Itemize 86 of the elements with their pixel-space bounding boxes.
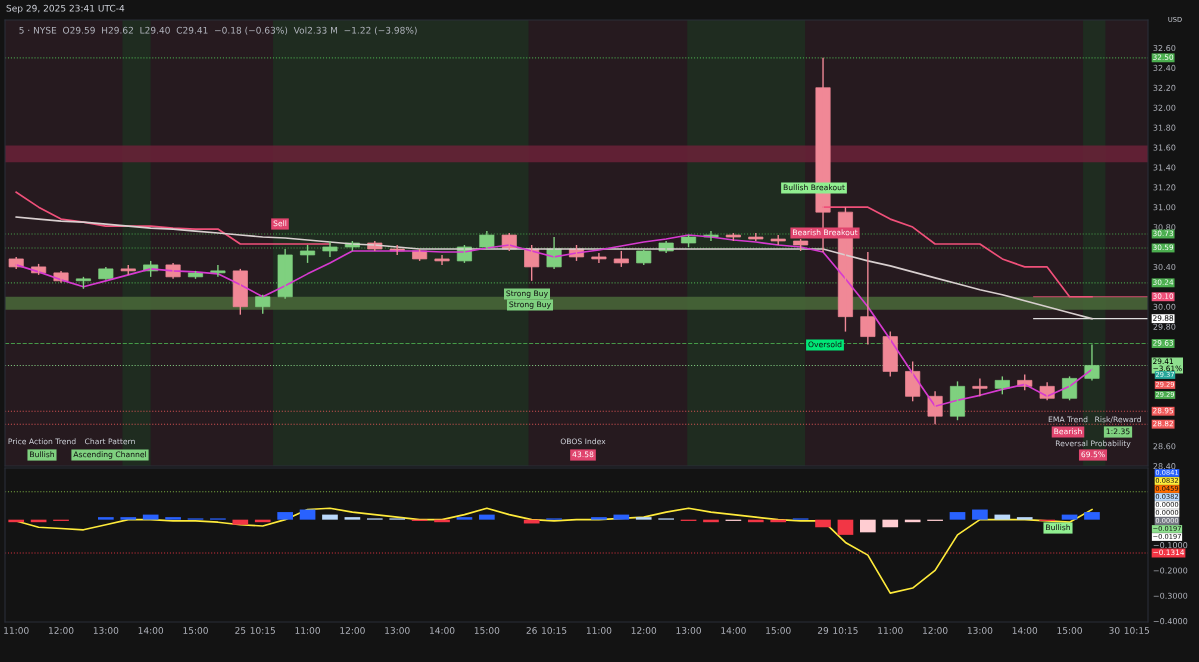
x-tick-label: 10:15 xyxy=(1124,627,1150,634)
bar xyxy=(949,512,966,520)
y-tick-label: 30.40 xyxy=(1153,263,1176,271)
y-tick-label: 30.00 xyxy=(1153,303,1176,310)
x-tick-label: 26 xyxy=(526,627,537,634)
candlestick xyxy=(232,268,248,316)
x-tick-label: 13:00 xyxy=(93,627,119,634)
bar xyxy=(142,514,159,520)
bar xyxy=(165,517,181,520)
candlestick xyxy=(591,252,607,264)
candlestick xyxy=(277,248,293,300)
x-tick-label: 12:00 xyxy=(49,627,74,634)
bar xyxy=(299,509,316,520)
y-tick-label: −0.4000 xyxy=(1153,618,1188,625)
x-tick-label: 13:00 xyxy=(967,627,993,634)
y-tick-label: 31.60 xyxy=(1153,144,1176,151)
bar xyxy=(635,517,652,520)
bar xyxy=(882,519,899,528)
bar xyxy=(837,519,854,535)
bar xyxy=(1016,517,1033,520)
bar xyxy=(344,517,361,520)
x-tick-label: 13:00 xyxy=(676,627,701,634)
y-tick-label: 30.80 xyxy=(1153,224,1176,231)
bar xyxy=(591,517,607,520)
text: 5 · NYSE O29.59 H29.62 L29.40 C29.41 −0.18 (−0.63%) Vol2.33 M −1.22 (−3.98%) xyxy=(19,26,417,35)
y-tick-label: 28.60 xyxy=(1153,443,1176,450)
candlestick xyxy=(322,240,338,258)
x-tick-label: 29 xyxy=(817,627,829,634)
bar xyxy=(98,517,114,520)
x-tick-label: 30 xyxy=(1109,627,1120,634)
x-tick-label: 10:15 xyxy=(833,627,858,634)
bar xyxy=(1084,512,1100,520)
x-tick-label: 11:00 xyxy=(586,627,612,634)
x-tick-label: 11:00 xyxy=(295,627,320,634)
candlestick xyxy=(860,251,876,346)
x-tick-label: 12:00 xyxy=(631,627,657,634)
candlestick xyxy=(882,330,898,378)
y-tick-label: 31.80 xyxy=(1153,124,1176,131)
x-tick-label: 11:00 xyxy=(4,627,29,634)
y-tick-label: 32.40 xyxy=(1153,64,1176,71)
candlestick xyxy=(972,377,988,398)
bar xyxy=(972,509,988,520)
bar xyxy=(994,514,1011,520)
x-tick-label: 10:15 xyxy=(250,627,275,634)
bar xyxy=(815,519,831,528)
candlestick xyxy=(98,266,114,281)
y-tick-label: 32.00 xyxy=(1153,104,1176,111)
y-tick-label: 31.00 xyxy=(1153,204,1176,211)
bar xyxy=(479,514,495,520)
x-tick-label: 11:00 xyxy=(878,627,903,634)
y-tick-label: 32.60 xyxy=(1153,44,1176,52)
bar xyxy=(120,517,137,520)
candlestick xyxy=(210,264,226,278)
y-tick-label: 31.40 xyxy=(1153,164,1176,171)
candlestick xyxy=(479,230,495,250)
line-series xyxy=(15,216,1093,320)
bar xyxy=(1061,514,1078,520)
bar xyxy=(456,517,473,520)
y-tick-label: −0.2000 xyxy=(1153,567,1188,574)
bar xyxy=(860,519,876,533)
y-tick-label: −0.3000 xyxy=(1153,592,1188,599)
chart-subtitle: Sep 29, 2025 23:41 UTC-4 xyxy=(6,4,125,14)
y-tick-label: 31.20 xyxy=(1153,184,1176,191)
x-tick-label: 14:00 xyxy=(138,627,164,634)
x-tick-label: 15:00 xyxy=(474,627,500,634)
candlestick xyxy=(255,294,271,315)
candlestick xyxy=(434,254,450,266)
y-tick-label: 32.20 xyxy=(1153,84,1176,91)
x-tick-label: 14:00 xyxy=(721,627,746,634)
bar xyxy=(232,519,249,525)
x-tick-label: 10:15 xyxy=(542,627,567,634)
x-tick-label: 12:00 xyxy=(923,627,948,634)
bar xyxy=(322,514,338,520)
bar xyxy=(277,512,293,520)
x-tick-label: 12:00 xyxy=(340,627,365,634)
y-tick-label: 29.80 xyxy=(1153,323,1176,330)
x-tick-label: 14:00 xyxy=(1012,627,1038,634)
y-tick-label: 28.40 xyxy=(1153,463,1176,470)
x-tick-label: 13:00 xyxy=(385,627,410,634)
x-tick-label: 14:00 xyxy=(430,627,455,634)
y-tick-label: −0.1000 xyxy=(1153,542,1188,549)
x-tick-label: 15:00 xyxy=(1057,627,1082,634)
x-tick-label: 25 xyxy=(235,627,246,634)
bar xyxy=(613,514,630,520)
x-tick-label: 15:00 xyxy=(183,627,208,634)
x-tick-label: 15:00 xyxy=(766,627,791,634)
